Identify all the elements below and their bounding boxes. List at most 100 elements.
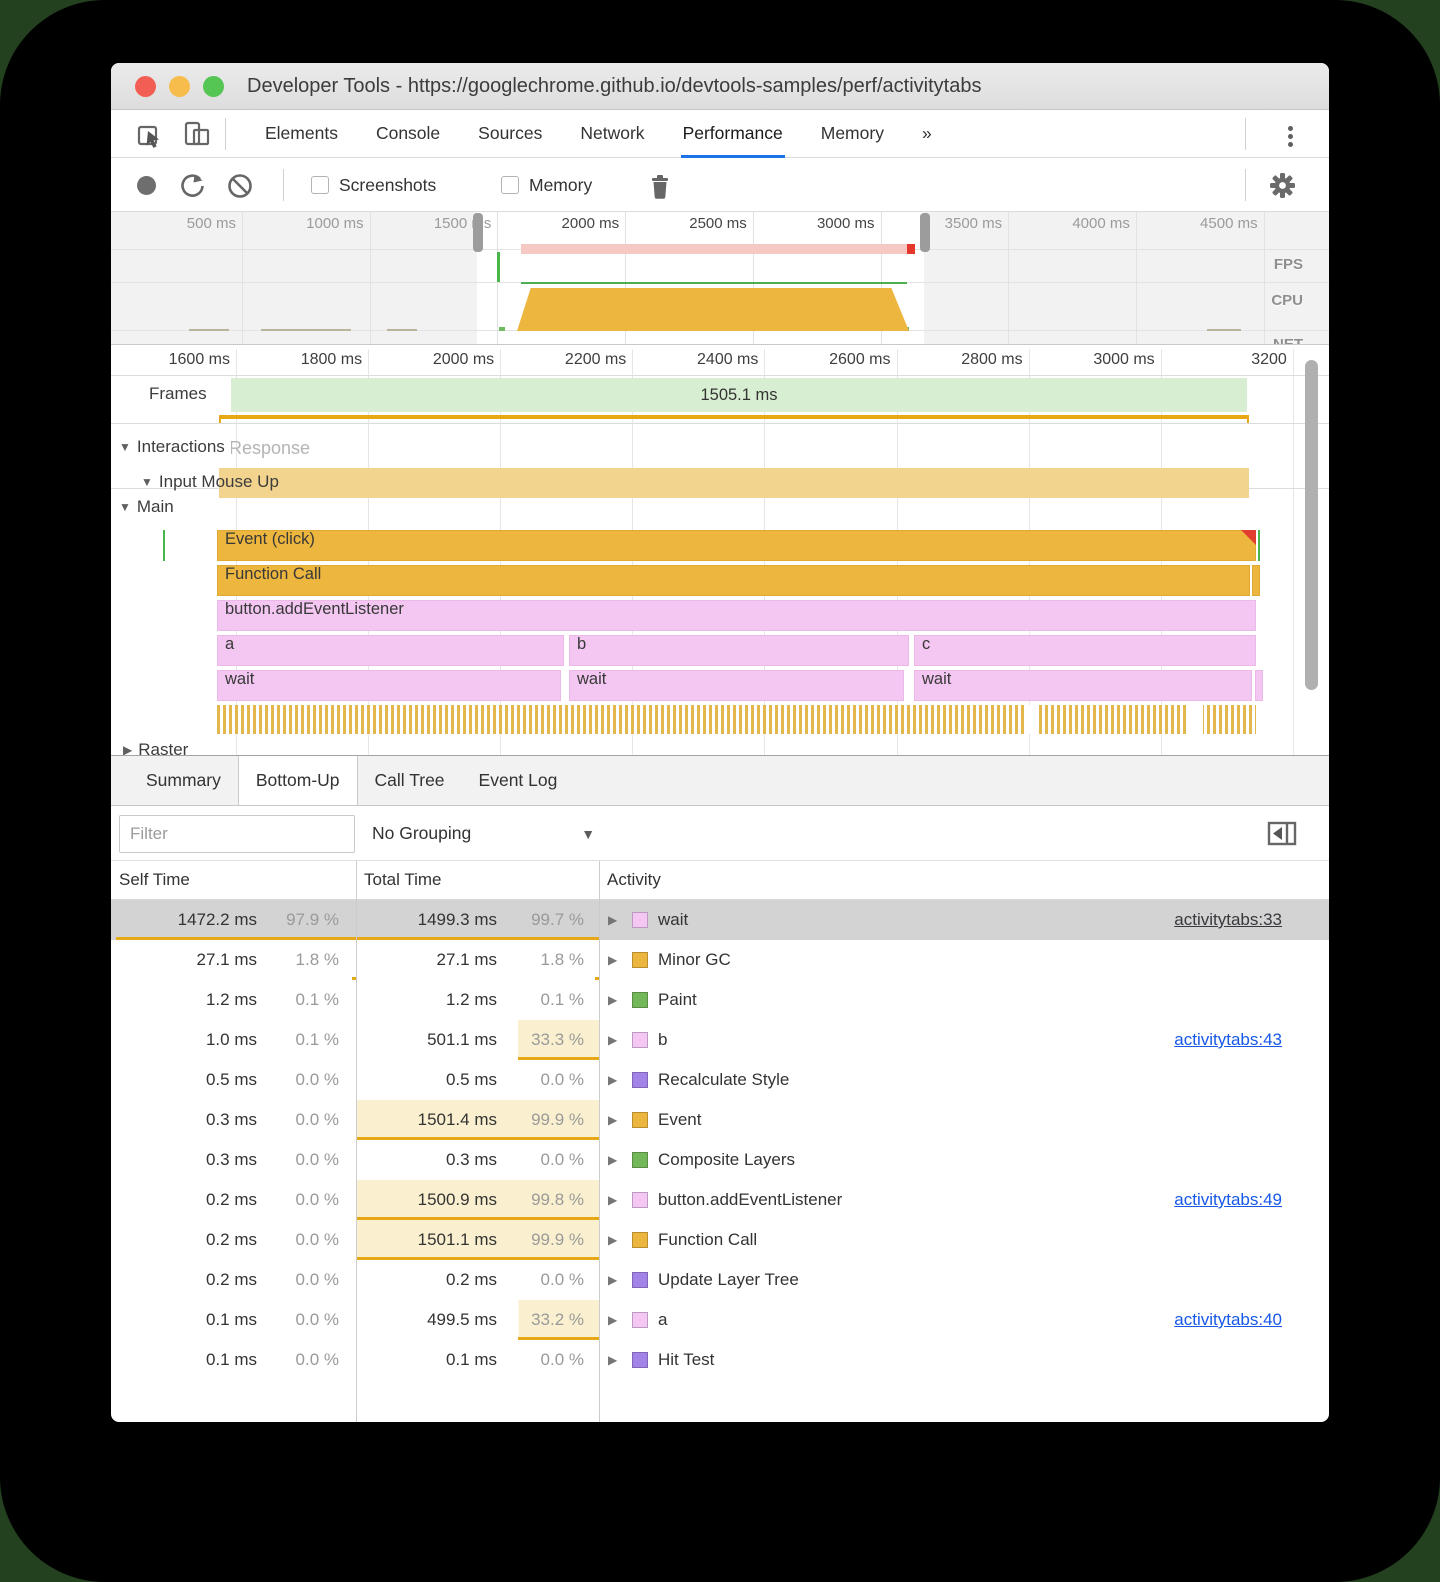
- flame-bar-b[interactable]: b: [569, 635, 909, 666]
- category-color-swatch: [632, 1312, 648, 1328]
- source-link[interactable]: activitytabs:43: [1174, 1030, 1282, 1049]
- interaction-input-bar[interactable]: [219, 468, 1249, 498]
- micro-task-stripes[interactable]: [217, 705, 1256, 734]
- main-track-header[interactable]: ▼ Main: [119, 497, 174, 516]
- frame-marker: [1258, 530, 1260, 561]
- trash-icon[interactable]: [649, 172, 671, 200]
- interactions-track-header[interactable]: ▼ Interactions: [119, 437, 231, 457]
- timeline-overview[interactable]: 500 ms 1000 ms 1500 ms 2000 ms 2500 ms 3000 m…: [111, 212, 1329, 345]
- flame-vertical-scrollbar[interactable]: [1305, 360, 1318, 690]
- table-header: Self Time Total Time Activity: [111, 861, 1329, 900]
- table-row[interactable]: 0.5 ms 0.0 % 0.5 ms 0.0 % ▶ Recalculate St…: [111, 1060, 1329, 1100]
- table-row[interactable]: 1472.2 ms 97.9 % 1499.3 ms 99.7 % ▶ wait a…: [111, 900, 1329, 940]
- filter-row: No Grouping▼: [111, 806, 1329, 861]
- overview-tick-label: 3000 ms: [816, 215, 875, 232]
- category-color-swatch: [632, 1152, 648, 1168]
- expand-arrow-icon[interactable]: ▶: [608, 1193, 618, 1207]
- grouping-select[interactable]: No Grouping ▼: [372, 823, 596, 843]
- overview-tick-label: 4500 ms: [1200, 215, 1258, 232]
- activity-name: wait: [658, 910, 689, 929]
- settings-gear-icon[interactable]: [1269, 172, 1296, 199]
- column-divider[interactable]: [599, 861, 600, 1422]
- close-window-button[interactable]: [135, 76, 156, 97]
- pane-tab-event-log[interactable]: Event Log: [478, 770, 558, 790]
- header-total-time[interactable]: Total Time: [364, 870, 442, 889]
- expand-arrow-icon[interactable]: ▶: [608, 913, 618, 927]
- source-link[interactable]: activitytabs:40: [1174, 1310, 1282, 1329]
- table-row[interactable]: 0.3 ms 0.0 % 0.3 ms 0.0 % ▶ Composite Laye…: [111, 1140, 1329, 1180]
- source-link[interactable]: activitytabs:33: [1174, 910, 1282, 929]
- pane-tab-summary[interactable]: Summary: [146, 770, 221, 790]
- expand-arrow-icon[interactable]: ▶: [608, 1273, 618, 1287]
- flame-tick-label: 2400 ms: [697, 351, 759, 368]
- expand-arrow-icon[interactable]: ▶: [608, 1233, 618, 1247]
- flame-chart[interactable]: 1600 ms 1800 ms 2000 ms 2200 ms 2400 ms 2600 …: [111, 345, 1329, 755]
- memory-checkbox[interactable]: [501, 176, 519, 194]
- tab-elements[interactable]: Elements: [265, 123, 338, 143]
- expand-arrow-icon[interactable]: ▶: [608, 993, 618, 1007]
- tab-console[interactable]: Console: [375, 123, 441, 143]
- tab-sources[interactable]: Sources: [478, 123, 543, 143]
- activity-name: Hit Test: [658, 1350, 715, 1369]
- inspect-element-icon[interactable]: [137, 121, 164, 148]
- expand-arrow-icon[interactable]: ▶: [608, 953, 618, 967]
- table-row[interactable]: 1.2 ms 0.1 % 1.2 ms 0.1 % ▶ Paint: [111, 980, 1329, 1020]
- table-row[interactable]: 0.1 ms 0.0 % 499.5 ms 33.2 % ▶ a activityt…: [111, 1300, 1329, 1340]
- table-row[interactable]: 27.1 ms 1.8 % 27.1 ms 1.8 % ▶ Minor GC: [111, 940, 1329, 980]
- table-row[interactable]: 0.3 ms 0.0 % 1501.4 ms 99.9 % ▶ Event: [111, 1100, 1329, 1140]
- filter-input[interactable]: [119, 815, 355, 853]
- selection-right-handle[interactable]: [920, 213, 930, 252]
- interaction-ghost-label: Response: [229, 438, 311, 458]
- table-row[interactable]: 0.2 ms 0.0 % 0.2 ms 0.0 % ▶ Update Layer T…: [111, 1260, 1329, 1300]
- overview-tick-label: 4000 ms: [1072, 215, 1130, 232]
- show-heaviest-stack-icon[interactable]: [1267, 821, 1297, 846]
- flame-bar-event-click[interactable]: Event (click): [217, 530, 1256, 561]
- bottom-up-table: 1472.2 ms 97.9 % 1499.3 ms 99.7 % ▶ wait a…: [111, 900, 1329, 1380]
- selection-left-handle[interactable]: [473, 213, 483, 252]
- category-color-swatch: [632, 1352, 648, 1368]
- table-row[interactable]: 0.1 ms 0.0 % 0.1 ms 0.0 % ▶ Hit Test: [111, 1340, 1329, 1380]
- flame-bar-function-call-sliver[interactable]: [1252, 565, 1260, 596]
- flame-bar-wait-sliver[interactable]: [1255, 670, 1263, 701]
- header-activity[interactable]: Activity: [607, 870, 661, 889]
- expand-arrow-icon[interactable]: ▶: [608, 1113, 618, 1127]
- frames-track-bar[interactable]: 1505.1 ms: [231, 378, 1247, 412]
- table-row[interactable]: 1.0 ms 0.1 % 501.1 ms 33.3 % ▶ b activityt…: [111, 1020, 1329, 1060]
- minimize-window-button[interactable]: [169, 76, 190, 97]
- flame-bar-wait-3[interactable]: wait: [914, 670, 1252, 701]
- header-self-time[interactable]: Self Time: [119, 870, 190, 889]
- clear-icon[interactable]: [227, 173, 253, 199]
- flame-bar-function-call[interactable]: Function Call: [217, 565, 1250, 596]
- pane-tab-bottom-up[interactable]: Bottom-Up: [237, 756, 358, 805]
- device-toolbar-icon[interactable]: [183, 121, 211, 148]
- column-divider[interactable]: [356, 861, 357, 1422]
- tab-[interactable]: »: [921, 123, 932, 143]
- flame-bar-c[interactable]: c: [914, 635, 1256, 666]
- tab-memory[interactable]: Memory: [820, 123, 884, 143]
- tab-performance[interactable]: Performance: [680, 110, 785, 158]
- table-row[interactable]: 0.2 ms 0.0 % 1500.9 ms 99.8 % ▶ button.add…: [111, 1180, 1329, 1220]
- flame-bar-wait-2[interactable]: wait: [569, 670, 904, 701]
- record-button[interactable]: [137, 176, 156, 195]
- expand-arrow-icon[interactable]: ▶: [608, 1353, 618, 1367]
- pane-tab-call-tree[interactable]: Call Tree: [374, 770, 445, 790]
- raster-track-header[interactable]: ▶ Raster: [123, 740, 189, 755]
- flame-bar-a[interactable]: a: [217, 635, 564, 666]
- category-color-swatch: [632, 1072, 648, 1088]
- flame-bar-addeventlistener[interactable]: button.addEventListener: [217, 600, 1256, 631]
- expand-arrow-icon[interactable]: ▶: [608, 1073, 618, 1087]
- table-row[interactable]: 0.2 ms 0.0 % 1501.1 ms 99.9 % ▶ Function C…: [111, 1220, 1329, 1260]
- expand-arrow-icon[interactable]: ▶: [608, 1313, 618, 1327]
- tab-network[interactable]: Network: [580, 123, 645, 143]
- lane-label-net: NET: [1273, 336, 1303, 345]
- expand-arrow-icon[interactable]: ▶: [608, 1033, 618, 1047]
- screenshots-checkbox[interactable]: [311, 176, 329, 194]
- more-options-icon[interactable]: [1287, 123, 1293, 150]
- reload-icon[interactable]: [179, 173, 205, 199]
- expand-arrow-icon[interactable]: ▶: [608, 1153, 618, 1167]
- gridline: [1135, 212, 1137, 344]
- titlebar: Developer Tools - https://googlechrome.g…: [111, 63, 1329, 110]
- flame-bar-wait-1[interactable]: wait: [217, 670, 561, 701]
- zoom-window-button[interactable]: [203, 76, 224, 97]
- source-link[interactable]: activitytabs:49: [1174, 1190, 1282, 1209]
